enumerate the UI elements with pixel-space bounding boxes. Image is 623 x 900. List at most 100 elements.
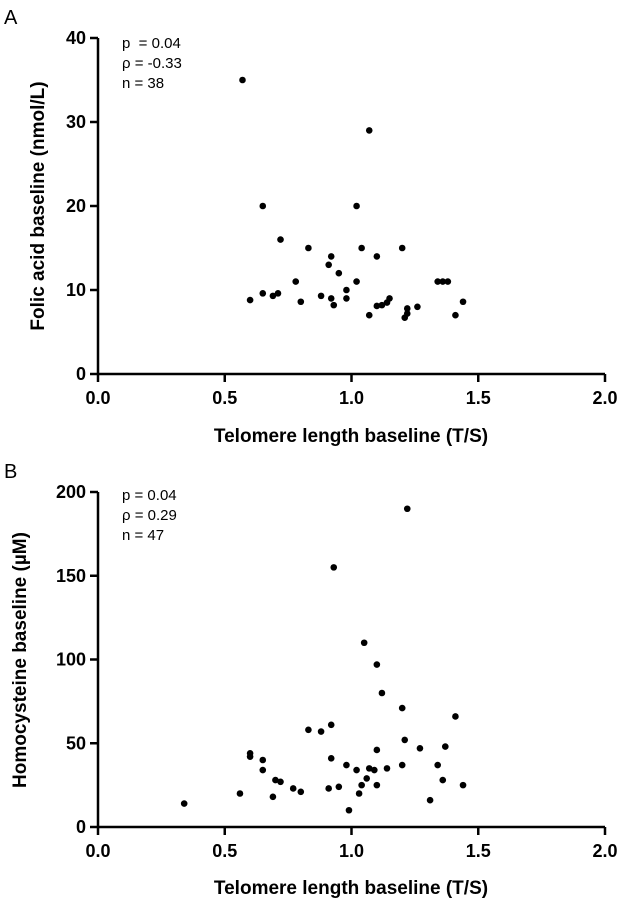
data-point — [398, 704, 406, 712]
data-point — [416, 744, 424, 752]
x-tick-label: 0.0 — [85, 841, 110, 861]
data-point — [439, 776, 447, 784]
y-tick-label: 50 — [66, 733, 86, 753]
x-tick-label: 2.0 — [592, 388, 617, 408]
data-point — [297, 298, 305, 306]
data-point — [459, 781, 467, 789]
data-point — [353, 766, 360, 774]
data-point — [403, 505, 411, 513]
data-point — [345, 806, 353, 814]
stat-rho: ρ = 0.29 — [122, 507, 177, 524]
data-point — [373, 746, 381, 754]
y-tick-label: 40 — [66, 28, 86, 48]
data-point — [358, 781, 365, 789]
data-point — [353, 202, 360, 210]
panel-label: A — [4, 7, 18, 29]
data-point — [414, 303, 421, 311]
panel-label: B — [4, 461, 17, 483]
data-point — [383, 765, 391, 772]
stat-rho: ρ = -0.33 — [122, 55, 182, 72]
stat-p-value: p = 0.04 — [122, 487, 177, 504]
data-point — [403, 310, 411, 317]
data-point — [327, 721, 335, 729]
data-point — [452, 311, 459, 319]
data-points — [239, 76, 467, 322]
x-axis-title: Telomere length baseline (T/S) — [214, 426, 488, 447]
stat-p-value: p = 0.04 — [122, 35, 181, 52]
data-point — [434, 761, 441, 769]
x-axis-title: Telomere length baseline (T/S) — [214, 878, 488, 899]
x-tick-label: 1.5 — [466, 388, 491, 408]
x-tick-label: 1.0 — [339, 841, 364, 861]
axis-ticks — [90, 490, 607, 835]
x-tick-label: 1.0 — [339, 388, 364, 408]
panel-b: B 0.0 0.5 1.0 1.5 2.0 0 50 100 150 200 Telomere l… — [4, 461, 618, 899]
x-tick-label: 0.5 — [212, 841, 237, 861]
y-tick-label: 30 — [66, 112, 86, 132]
data-point — [373, 661, 381, 668]
data-point — [401, 736, 409, 744]
y-tick-label: 200 — [56, 482, 86, 502]
data-point — [325, 261, 332, 269]
data-point — [398, 244, 406, 252]
x-tick-label: 1.5 — [466, 841, 491, 861]
data-point — [343, 761, 350, 769]
data-point — [358, 244, 365, 252]
y-tick-label: 0 — [76, 817, 86, 837]
data-point — [305, 726, 312, 734]
stat-n: n = 38 — [122, 75, 164, 92]
data-point — [335, 783, 343, 791]
data-point — [373, 781, 381, 789]
x-tick-label: 2.0 — [592, 841, 617, 861]
tick-labels: 0.0 0.5 1.0 1.5 2.0 0 10 20 30 40 — [66, 28, 618, 408]
data-point — [434, 278, 441, 285]
data-point — [330, 564, 338, 571]
y-axis-title: Homocysteine baseline (µM) — [10, 532, 31, 788]
data-points — [180, 505, 467, 814]
data-point — [360, 639, 368, 647]
data-point — [452, 713, 459, 720]
y-tick-label: 100 — [56, 650, 86, 670]
data-point — [378, 301, 386, 309]
y-axis-title: Folic acid baseline (nmol/L) — [28, 81, 49, 330]
data-point — [305, 244, 312, 252]
data-point — [365, 127, 373, 134]
data-point — [459, 298, 467, 306]
data-point — [365, 765, 373, 772]
data-point — [363, 775, 371, 782]
data-point — [297, 788, 305, 796]
data-point — [269, 793, 277, 801]
tick-labels: 0.0 0.5 1.0 1.5 2.0 0 50 100 150 200 — [56, 482, 618, 861]
data-point — [236, 790, 244, 797]
data-point — [259, 766, 267, 774]
data-point — [343, 295, 350, 302]
data-point — [325, 785, 332, 792]
data-point — [246, 296, 254, 304]
data-point — [289, 785, 297, 792]
x-tick-label: 0.5 — [212, 388, 237, 408]
data-point — [426, 796, 434, 804]
data-point — [343, 286, 350, 294]
data-point — [272, 776, 279, 784]
data-point — [180, 800, 188, 807]
data-point — [439, 278, 447, 285]
data-point — [269, 292, 277, 300]
data-point — [292, 278, 300, 285]
data-point — [398, 761, 406, 769]
data-point — [330, 301, 338, 309]
y-tick-label: 0 — [76, 364, 86, 384]
y-tick-label: 150 — [56, 566, 86, 586]
data-point — [239, 76, 246, 84]
data-point — [259, 202, 267, 210]
data-point — [277, 236, 284, 243]
stat-n: n = 47 — [122, 527, 164, 544]
data-point — [274, 290, 282, 297]
data-point — [441, 743, 449, 750]
data-point — [373, 253, 381, 260]
data-point — [373, 302, 381, 310]
data-point — [327, 755, 335, 762]
data-point — [335, 269, 343, 277]
data-point — [259, 756, 267, 764]
panel-a: A 0.0 0.5 1.0 1.5 2.0 0 10 20 30 40 Telomere leng… — [4, 7, 618, 447]
data-point — [246, 753, 254, 760]
